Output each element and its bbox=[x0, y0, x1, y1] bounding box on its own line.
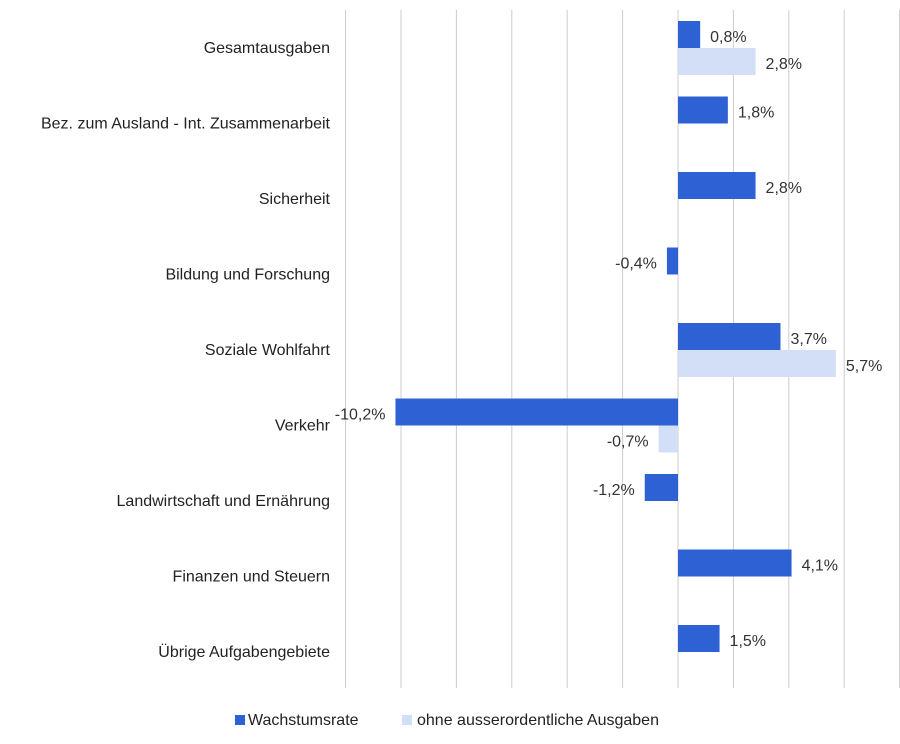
data-label: 3,7% bbox=[790, 331, 826, 348]
bars bbox=[395, 21, 836, 652]
category-label: Soziale Wohlfahrt bbox=[205, 342, 331, 359]
legend-label: Wachstumsrate bbox=[248, 712, 359, 729]
data-label: 4,1% bbox=[802, 558, 838, 575]
category-label: Bildung und Forschung bbox=[165, 267, 330, 284]
data-label: 1,8% bbox=[738, 105, 774, 122]
bar-wachstumsrate bbox=[678, 549, 792, 577]
data-label: -10,2% bbox=[335, 407, 386, 424]
legend: Wachstumsrate ohne ausserordentliche Ausg… bbox=[235, 712, 659, 729]
value-labels: 0,8% 1,8% 2,8% -0,4% 3,7% -10,2% -1,2% 4,1% 1,5%… bbox=[335, 29, 883, 650]
category-label: Gesamtausgaben bbox=[204, 40, 330, 57]
legend-swatch bbox=[402, 715, 412, 725]
bar-wachstumsrate bbox=[666, 247, 678, 275]
data-label: -1,2% bbox=[593, 482, 635, 499]
bar-wachstumsrate bbox=[678, 96, 728, 124]
bar-ohne-ausserordentliche-ausgaben bbox=[678, 48, 756, 75]
data-label: 1,5% bbox=[730, 633, 766, 650]
bar-ohne-ausserordentliche-ausgaben bbox=[658, 425, 678, 453]
bar-wachstumsrate bbox=[644, 474, 678, 501]
category-labels: Gesamtausgaben Bez. zum Ausland - Int. Zu… bbox=[41, 40, 331, 661]
bar-ohne-ausserordentliche-ausgaben bbox=[678, 350, 836, 377]
bar-wachstumsrate bbox=[395, 398, 678, 426]
data-label: -0,7% bbox=[607, 434, 649, 451]
legend-swatch bbox=[235, 715, 245, 725]
category-label: Landwirtschaft und Ernährung bbox=[117, 493, 330, 510]
category-label: Bez. zum Ausland - Int. Zusammenarbeit bbox=[41, 116, 331, 133]
data-label: 2,8% bbox=[766, 56, 802, 73]
data-label: 2,8% bbox=[766, 180, 802, 197]
data-label: 0,8% bbox=[710, 29, 746, 46]
legend-label: ohne ausserordentliche Ausgaben bbox=[417, 712, 659, 729]
data-label: -0,4% bbox=[615, 256, 657, 273]
category-label: Finanzen und Steuern bbox=[173, 569, 330, 586]
gridlines bbox=[345, 10, 900, 688]
bar-wachstumsrate bbox=[678, 172, 756, 199]
bar-wachstumsrate bbox=[678, 323, 781, 350]
category-label: Übrige Aufgabengebiete bbox=[158, 643, 330, 661]
bar-wachstumsrate bbox=[678, 21, 701, 48]
category-label: Verkehr bbox=[275, 418, 331, 435]
data-label: 5,7% bbox=[846, 358, 882, 375]
bar-wachstumsrate bbox=[678, 625, 720, 652]
category-label: Sicherheit bbox=[259, 191, 331, 208]
